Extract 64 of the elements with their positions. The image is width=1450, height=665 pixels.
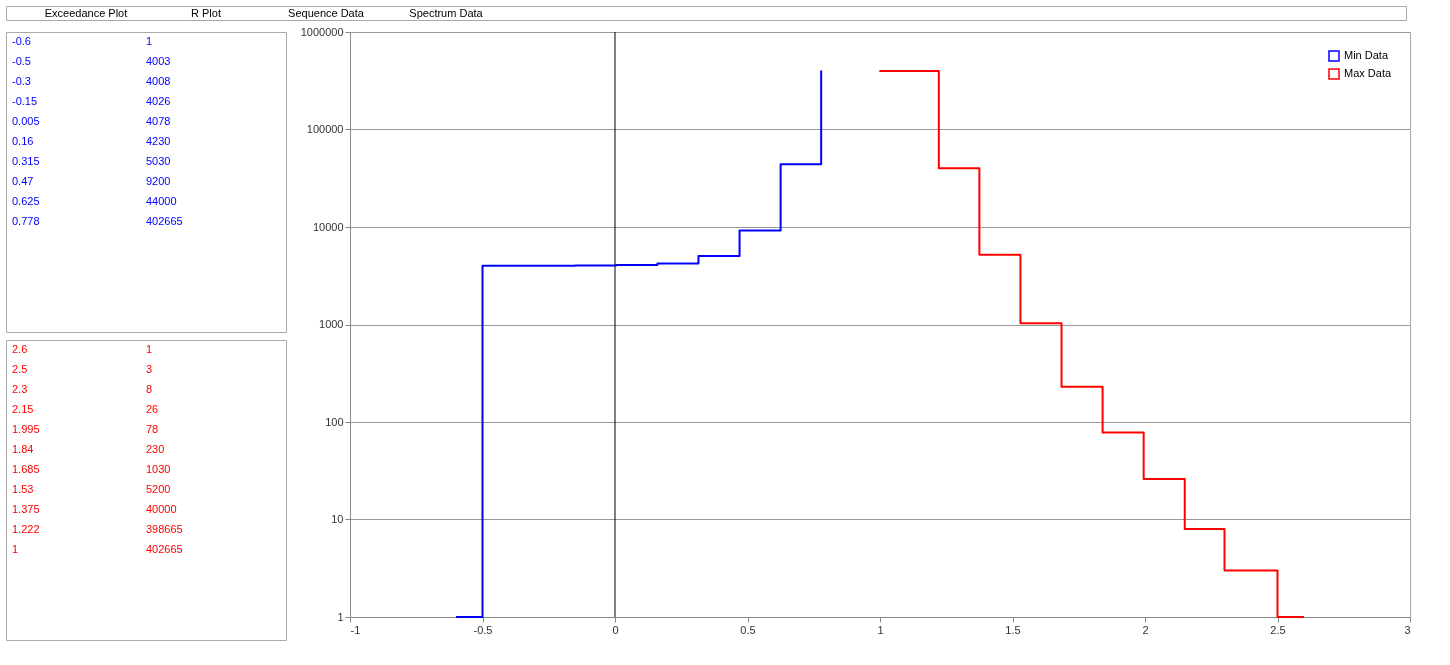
text: 26: [146, 403, 159, 415]
text: 2.3: [12, 383, 28, 395]
text: 4003: [146, 55, 171, 67]
text: 0.625: [12, 195, 40, 207]
text: R Plot: [191, 7, 221, 19]
text: 1.53: [12, 483, 34, 495]
text: 4008: [146, 75, 171, 87]
x-tick-label: 3: [1404, 623, 1411, 636]
text: 3: [146, 363, 153, 375]
text: 0.16: [12, 135, 34, 147]
text: -0.5: [12, 55, 31, 67]
x-tick-label: -1: [350, 623, 361, 636]
text: 1.375: [12, 503, 40, 515]
text: 78: [146, 423, 159, 435]
legend-label: Min Data: [1344, 49, 1389, 61]
x-tick-label: 0.5: [740, 623, 756, 636]
text: 2.5: [12, 363, 28, 375]
x-tick-label: 2.5: [1270, 623, 1286, 636]
text: 5030: [146, 155, 171, 167]
text: 0.005: [12, 115, 40, 127]
x-tick-label: 1.5: [1005, 623, 1021, 636]
text: 2.15: [12, 403, 34, 415]
text: 0.315: [12, 155, 40, 167]
text: 1.222: [12, 523, 40, 535]
text: 1: [12, 543, 19, 555]
y-tick-label: 1: [337, 610, 344, 623]
x-tick-label: -0.5: [473, 623, 493, 636]
text: -0.3: [12, 75, 31, 87]
text: 8: [146, 383, 153, 395]
text: 1.685: [12, 463, 40, 475]
text: 230: [146, 443, 165, 455]
text: Sequence Data: [288, 7, 365, 19]
text: -0.6: [12, 35, 31, 47]
text: 1.84: [12, 443, 34, 455]
x-tick-label: 1: [877, 623, 884, 636]
x-tick-label: 2: [1142, 623, 1149, 636]
text: 4026: [146, 95, 171, 107]
y-tick-label: 1000000: [300, 25, 344, 38]
text: 402665: [146, 215, 183, 227]
text: 40000: [146, 503, 177, 515]
text: Spectrum Data: [409, 7, 484, 19]
y-tick-label: 10: [331, 513, 344, 525]
text: 1: [146, 35, 153, 47]
y-tick-label: 10000: [312, 220, 344, 233]
text: 1030: [146, 463, 171, 475]
text: 4078: [146, 115, 171, 127]
text: Exceedance Plot: [44, 7, 128, 19]
y-tick-label: 100000: [306, 123, 344, 135]
text: 44000: [146, 195, 177, 207]
text: -0.15: [12, 95, 38, 107]
y-tick-label: 1000: [319, 318, 344, 330]
x-tick-label: 0: [612, 623, 619, 636]
text: 9200: [146, 175, 171, 187]
text: 1.995: [12, 423, 40, 435]
legend-label: Max Data: [1344, 67, 1392, 79]
text: 5200: [146, 483, 171, 495]
text: 1: [146, 343, 153, 355]
y-tick-label: 100: [325, 415, 344, 428]
text: 0.778: [12, 215, 40, 227]
text: 398665: [146, 523, 183, 535]
text: 0.47: [12, 175, 34, 187]
text: 4230: [146, 135, 171, 147]
text: 402665: [146, 543, 183, 555]
text: 2.6: [12, 343, 28, 355]
